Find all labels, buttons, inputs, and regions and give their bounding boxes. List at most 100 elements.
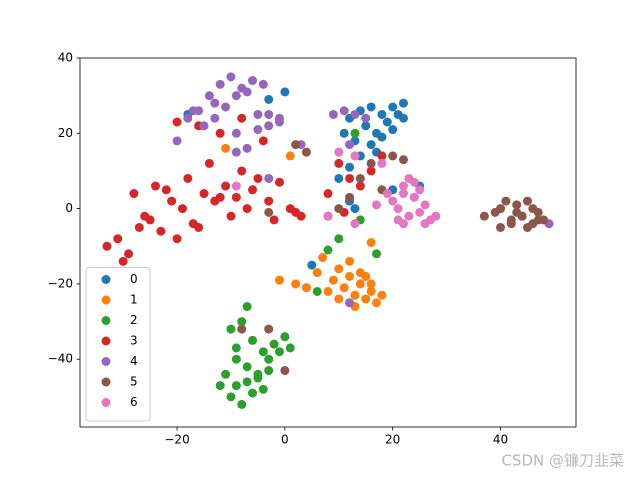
point <box>231 128 241 138</box>
point <box>350 128 360 138</box>
point <box>415 207 425 217</box>
point <box>415 185 425 195</box>
point <box>355 173 365 183</box>
legend-marker <box>101 275 111 284</box>
point <box>345 271 355 281</box>
legend-label: 5 <box>130 375 138 389</box>
point <box>285 151 295 161</box>
point <box>377 290 387 300</box>
point <box>264 207 274 217</box>
point <box>140 211 150 221</box>
watermark: CSDN @镰刀韭菜 <box>501 452 624 470</box>
x-tick-label: 20 <box>385 433 400 447</box>
point <box>253 373 263 383</box>
point <box>129 189 139 199</box>
point <box>431 211 441 221</box>
point <box>204 91 214 101</box>
point <box>237 166 247 176</box>
point <box>258 136 268 146</box>
y-tick-label: −40 <box>48 352 73 366</box>
point <box>307 260 317 270</box>
point <box>102 241 112 251</box>
point <box>366 166 376 176</box>
point <box>167 196 177 206</box>
legend-label: 1 <box>130 293 138 307</box>
point <box>328 109 338 119</box>
point <box>366 279 376 289</box>
point <box>248 185 258 195</box>
point <box>366 102 376 112</box>
point <box>269 339 279 349</box>
point <box>253 125 263 135</box>
point <box>334 173 344 183</box>
point <box>242 87 252 97</box>
legend-marker <box>101 316 111 325</box>
point <box>501 196 511 206</box>
point <box>264 196 274 206</box>
point <box>398 98 408 108</box>
point <box>372 200 382 210</box>
point <box>366 140 376 150</box>
point <box>366 238 376 247</box>
point <box>496 222 506 232</box>
point <box>231 192 241 202</box>
point <box>345 192 355 202</box>
axes-frame <box>79 57 577 428</box>
point <box>350 151 360 161</box>
point <box>361 121 371 131</box>
point <box>264 109 274 119</box>
x-tick-label: 0 <box>281 433 289 447</box>
point <box>280 87 290 97</box>
point <box>372 249 382 259</box>
point <box>323 189 333 199</box>
point <box>274 117 284 127</box>
point <box>242 143 252 153</box>
point <box>210 113 220 123</box>
point <box>226 392 236 402</box>
point <box>204 158 214 168</box>
point <box>339 283 349 293</box>
point <box>361 271 371 281</box>
point <box>161 185 171 195</box>
point <box>221 143 231 153</box>
point <box>345 256 355 266</box>
point <box>512 200 522 210</box>
point <box>199 189 209 199</box>
point <box>183 173 193 183</box>
point <box>188 106 198 116</box>
point <box>398 181 408 191</box>
point <box>242 302 252 312</box>
point <box>372 298 382 308</box>
point <box>393 204 403 214</box>
point <box>345 140 355 150</box>
point <box>323 245 333 255</box>
point <box>210 98 220 108</box>
point <box>512 207 522 217</box>
point <box>177 204 187 214</box>
point <box>377 109 387 119</box>
point <box>328 275 338 285</box>
point <box>242 204 252 214</box>
point <box>382 117 392 127</box>
point <box>221 369 231 379</box>
point <box>388 196 398 206</box>
point <box>345 298 355 308</box>
point <box>172 136 182 146</box>
legend-label: 2 <box>130 313 138 327</box>
point <box>156 226 166 236</box>
point <box>398 219 408 229</box>
point <box>274 347 284 357</box>
point <box>334 234 344 244</box>
legend-marker <box>101 295 111 305</box>
point <box>183 113 193 123</box>
point <box>522 196 532 206</box>
point <box>345 173 355 183</box>
point <box>248 335 258 345</box>
point <box>258 384 268 394</box>
point <box>528 204 538 214</box>
point <box>533 215 543 225</box>
point <box>339 128 349 138</box>
point <box>194 222 204 232</box>
point <box>264 121 274 131</box>
point <box>231 181 241 191</box>
